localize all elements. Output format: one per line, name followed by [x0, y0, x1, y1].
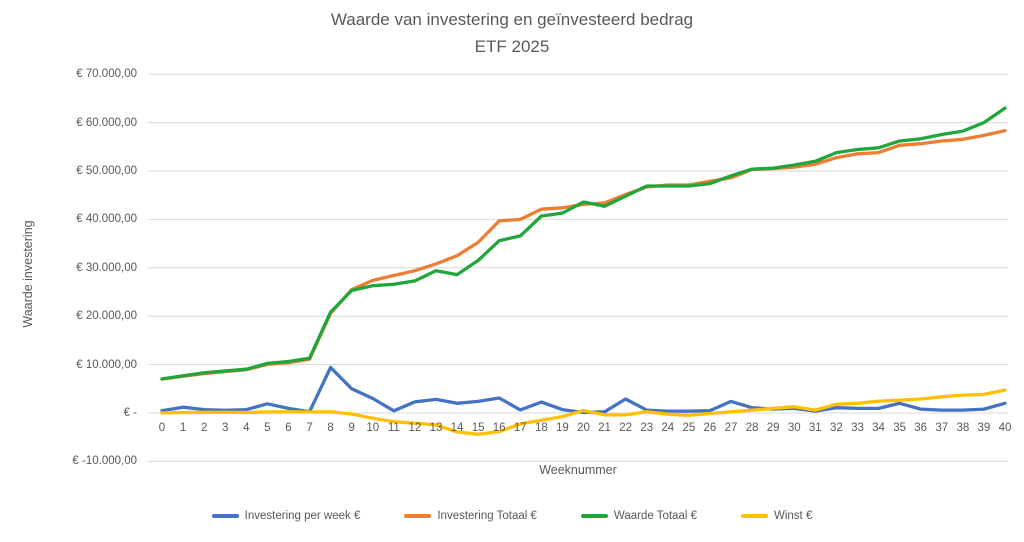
legend-item-investering-totaal: Investering Totaal € — [404, 509, 537, 523]
series-line-3 — [160, 388, 1007, 436]
x-tick-label: 19 — [556, 422, 569, 434]
legend-item-waarde-totaal: Waarde Totaal € — [580, 509, 697, 523]
x-tick-label: 24 — [661, 422, 675, 434]
x-axis-title: Weeknummer — [539, 463, 617, 477]
x-tick-label: 33 — [851, 422, 864, 434]
legend-swatch-orange-line-icon — [404, 513, 432, 519]
x-tick-label: 2 — [200, 422, 208, 434]
x-tick-label: 1 — [179, 422, 187, 434]
y-tick-label: € 40.000,00 — [76, 213, 137, 226]
x-tick-label: 5 — [264, 422, 271, 434]
chart-title: Waarde van investering en geïnvesteerd b… — [0, 6, 1024, 60]
x-tick-label: 11 — [387, 422, 400, 434]
x-tick-label: 23 — [640, 422, 654, 434]
y-tick-label: € 20.000,00 — [76, 310, 137, 323]
x-tick-label: 25 — [682, 422, 696, 434]
legend-label: Investering Totaal € — [437, 510, 537, 522]
x-tick-label: 36 — [914, 422, 928, 434]
legend-swatch-blue-line-icon — [211, 513, 239, 519]
x-tick-label: 38 — [956, 422, 970, 434]
x-tick-label: 8 — [327, 422, 334, 434]
x-tick-label: 39 — [977, 422, 991, 434]
y-tick-label: € 10.000,00 — [76, 358, 137, 371]
series-line-2 — [160, 106, 1007, 381]
x-tick-label: 10 — [366, 422, 380, 434]
y-tick-label: € 50.000,00 — [76, 165, 137, 177]
x-tick-label: 35 — [893, 422, 907, 434]
x-tick-label: 3 — [222, 422, 229, 434]
chart-title-line1: Waarde van investering en geïnvesteerd b… — [330, 10, 694, 29]
x-tick-label: 29 — [766, 422, 780, 434]
x-tick-label: 18 — [534, 422, 548, 434]
series-line-1 — [160, 128, 1007, 381]
x-tick-label: 17 — [513, 422, 527, 434]
y-tick-label: € 70.000,00 — [76, 68, 137, 81]
x-tick-label: 15 — [471, 422, 485, 434]
x-tick-label: 9 — [348, 422, 355, 434]
legend-label: Investering per week € — [244, 510, 361, 522]
x-tick-label: 22 — [619, 422, 633, 434]
x-tick-label: 14 — [450, 422, 464, 434]
x-tick-label: 13 — [429, 422, 443, 434]
y-tick-label: € - — [123, 407, 137, 419]
x-tick-label: 31 — [808, 422, 822, 434]
legend-item-winst: Winst € — [741, 509, 812, 523]
x-tick-label: 26 — [703, 422, 717, 434]
x-tick-label: 40 — [998, 422, 1012, 434]
chart-legend: Investering per week € Investering Totaa… — [0, 509, 1024, 523]
legend-swatch-yellow-line-icon — [741, 513, 768, 519]
x-tick-label: 0 — [158, 422, 166, 434]
legend-label: Winst € — [774, 510, 813, 522]
y-tick-label: € -10.000,00 — [72, 455, 137, 468]
legend-swatch-green-line-icon — [580, 513, 608, 519]
x-tick-label: 34 — [872, 422, 885, 434]
legend-label: Waarde Totaal € — [613, 510, 697, 522]
x-tick-label: 30 — [787, 422, 801, 434]
x-tick-label: 16 — [492, 422, 506, 434]
x-tick-label: 4 — [243, 422, 250, 434]
x-tick-label: 21 — [598, 422, 611, 434]
x-tick-label: 32 — [829, 422, 843, 434]
x-tick-label: 27 — [724, 422, 738, 434]
x-tick-label: 20 — [577, 422, 590, 434]
y-tick-label: € 60.000,00 — [76, 116, 137, 129]
x-tick-label: 28 — [745, 422, 759, 434]
x-tick-label: 37 — [935, 422, 949, 434]
x-tick-label: 6 — [285, 422, 292, 434]
y-tick-label: € 30.000,00 — [76, 261, 137, 274]
legend-item-investering-per-week: Investering per week € — [211, 509, 361, 523]
chart-title-line2: ETF 2025 — [474, 37, 550, 56]
x-tick-label: 7 — [306, 422, 313, 434]
x-tick-label: 12 — [408, 422, 422, 434]
series-line-0 — [160, 365, 1007, 415]
